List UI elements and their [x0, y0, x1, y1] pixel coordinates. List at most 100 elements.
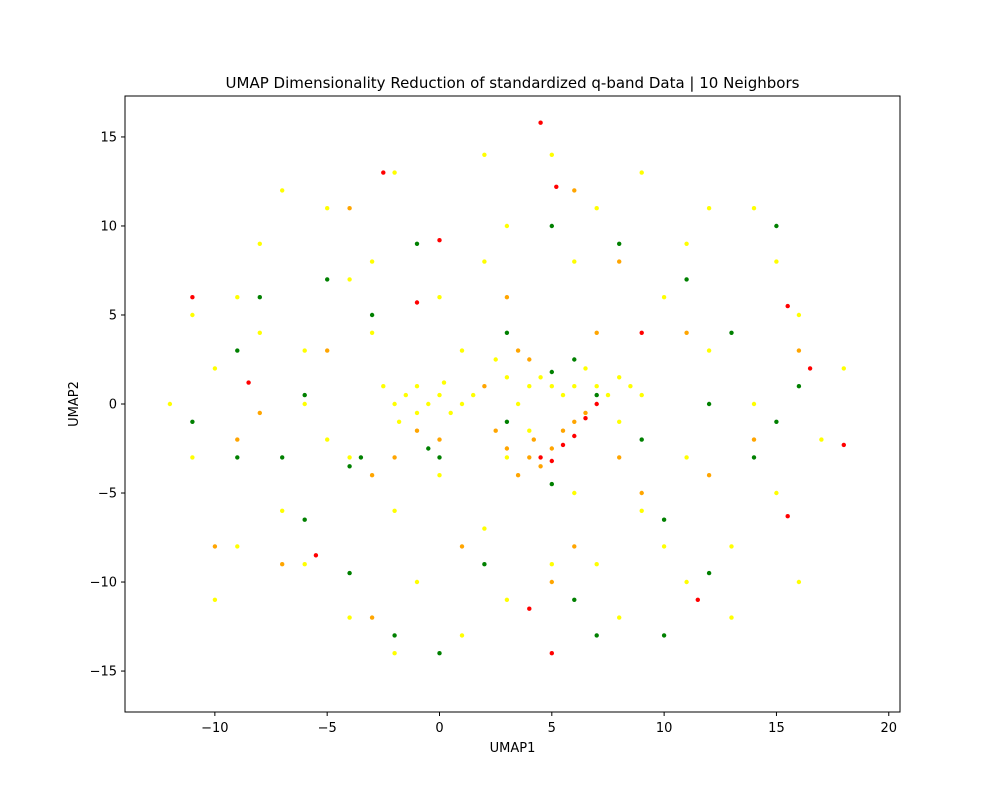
scatter-point [504, 375, 510, 380]
y-tick-label: −15 [90, 665, 117, 680]
scatter-point [459, 633, 465, 638]
scatter-point [706, 206, 712, 211]
scatter-point [302, 392, 307, 398]
scatter-point [639, 170, 644, 175]
scatter-point [572, 259, 577, 264]
scatter-point [661, 544, 667, 549]
scatter-point [819, 437, 824, 442]
scatter-point [639, 392, 644, 398]
plot-frame [124, 95, 901, 713]
scatter-point [325, 437, 330, 442]
scatter-point [403, 392, 408, 398]
scatter-point [594, 401, 599, 407]
scatter-point [639, 437, 644, 442]
scatter-point [347, 206, 352, 211]
scatter-point [785, 514, 790, 519]
scatter-point [527, 357, 532, 362]
scatter-point [302, 348, 307, 353]
scatter-point [392, 401, 397, 407]
y-tick-label: 10 [100, 219, 117, 234]
scatter-point [493, 357, 498, 362]
scatter-point [751, 206, 757, 211]
scatter-point [560, 428, 566, 433]
scatter-point [751, 437, 757, 442]
x-axis-label: UMAP1 [490, 741, 536, 756]
scatter-point [785, 303, 790, 309]
scatter-point [504, 223, 510, 229]
x-tick-label: 10 [656, 721, 673, 736]
scatter-point [594, 384, 599, 389]
scatter-point [538, 455, 543, 460]
scatter-point [594, 562, 599, 567]
scatter-point [774, 490, 779, 496]
scatter-point [549, 152, 554, 157]
scatter-point [302, 401, 307, 407]
scatter-point [538, 375, 543, 380]
scatter-point [235, 348, 240, 353]
scatter-point [167, 401, 173, 407]
scatter-point [594, 633, 599, 638]
scatter-point [774, 223, 779, 229]
scatter-point [347, 615, 352, 620]
scatter-point [325, 206, 330, 211]
scatter-point [684, 330, 689, 335]
scatter-point [369, 473, 375, 478]
scatter-point [706, 348, 712, 353]
scatter-point [796, 579, 802, 585]
x-tick-label: −5 [318, 721, 337, 736]
scatter-point [572, 384, 577, 389]
scatter-point [426, 401, 431, 407]
scatter-point [437, 473, 442, 478]
scatter-point [504, 446, 510, 451]
x-tick-label: 20 [880, 721, 897, 736]
scatter-point [212, 366, 218, 371]
y-tick-label: 5 [109, 308, 117, 323]
x-tick-label: 5 [548, 721, 556, 736]
scatter-point [729, 330, 734, 335]
scatter-point [796, 312, 802, 318]
scatter-point [549, 579, 554, 585]
scatter-point [396, 419, 402, 424]
scatter-point [414, 384, 420, 389]
scatter-point [482, 259, 487, 264]
scatter-point [257, 330, 262, 335]
scatter-point [729, 615, 734, 620]
scatter-point [369, 312, 375, 318]
scatter-point [605, 392, 611, 398]
scatter-point [459, 401, 465, 407]
scatter-point [796, 348, 802, 353]
x-tick-label: −10 [201, 721, 228, 736]
scatter-point [695, 597, 700, 602]
scatter-point [549, 562, 554, 567]
scatter-point [504, 419, 510, 424]
scatter-point [448, 410, 453, 416]
scatter-point [347, 455, 352, 460]
x-tick-label: 15 [768, 721, 785, 736]
scatter-point [212, 544, 218, 549]
y-axis-ticks: −15 −10 −5 0 5 10 15 [90, 130, 125, 680]
scatter-point [347, 277, 352, 282]
scatter-point [661, 517, 667, 522]
scatter-point [302, 562, 307, 567]
scatter-point [381, 170, 386, 175]
points-layer [167, 120, 846, 656]
scatter-point [347, 570, 352, 576]
scatter-point [560, 392, 566, 398]
y-tick-label: −10 [90, 576, 117, 591]
scatter-point [515, 473, 521, 478]
scatter-point [392, 455, 397, 460]
scatter-point [774, 259, 779, 264]
scatter-point [751, 455, 757, 460]
x-tick-label: 0 [435, 721, 443, 736]
scatter-point [549, 481, 554, 487]
scatter-point [257, 241, 262, 246]
scatter-point [572, 433, 577, 439]
scatter-point [280, 188, 285, 193]
scatter-point [504, 330, 510, 335]
scatter-point [347, 464, 352, 469]
scatter-point [392, 170, 397, 175]
scatter-point [369, 259, 375, 264]
scatter-point [572, 544, 577, 549]
scatter-point [493, 428, 498, 433]
scatter-point [235, 295, 240, 300]
